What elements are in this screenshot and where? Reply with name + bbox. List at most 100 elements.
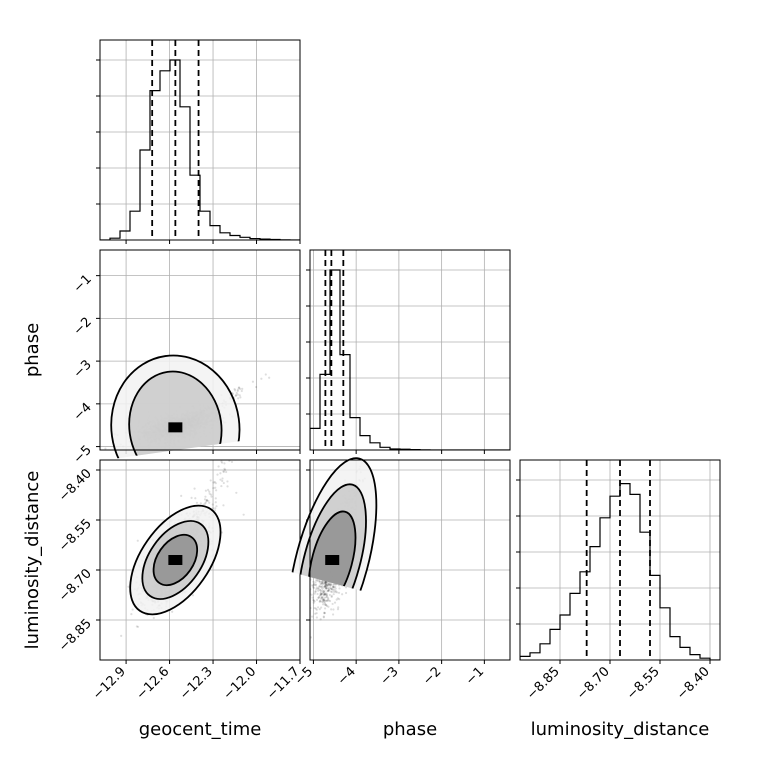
scatter-point: [304, 609, 306, 611]
scatter-point: [312, 586, 315, 590]
x-axis-title: luminosity_distance: [531, 719, 710, 740]
scatter-point: [322, 591, 325, 594]
scatter-point: [325, 596, 328, 599]
scatter-point: [327, 588, 330, 591]
scatter-point: [319, 593, 322, 596]
scatter-point: [317, 587, 320, 590]
scatter-point: [220, 460, 223, 463]
scatter-point: [239, 387, 242, 390]
scatter-point: [327, 589, 330, 593]
scatter-point: [211, 507, 215, 510]
scatter-point: [319, 592, 322, 595]
scatter-point: [318, 579, 321, 582]
scatter-point: [328, 593, 331, 597]
scatter-point: [323, 592, 327, 595]
y-tick-label: −8.55: [56, 516, 95, 555]
scatter-point: [320, 600, 324, 603]
scatter-panel-phase-luminosity_distance: [287, 444, 511, 664]
scatter-point: [320, 581, 324, 584]
scatter-point: [242, 430, 244, 432]
scatter-point: [327, 583, 331, 586]
scatter-point: [335, 598, 338, 601]
scatter-point: [204, 501, 207, 504]
scatter-point: [328, 599, 332, 603]
scatter-point: [190, 496, 193, 499]
x-axis-title: geocent_time: [139, 719, 262, 740]
scatter-point: [336, 597, 339, 600]
scatter-point: [325, 586, 328, 589]
scatter-point: [136, 539, 139, 542]
scatter-point: [318, 585, 321, 588]
scatter-point: [314, 590, 317, 593]
scatter-point: [314, 581, 317, 584]
scatter-point: [222, 481, 225, 485]
scatter-point: [223, 462, 226, 465]
scatter-point: [244, 434, 246, 436]
scatter-point: [330, 583, 333, 586]
scatter-point: [171, 610, 174, 613]
scatter-point: [326, 586, 330, 590]
scatter-point: [368, 451, 370, 453]
scatter-point: [324, 581, 327, 584]
scatter-point: [365, 444, 367, 446]
scatter-point: [330, 595, 333, 598]
scatter-point: [316, 579, 319, 582]
scatter-point: [120, 634, 123, 637]
y-tick-label: −8.85: [56, 616, 95, 655]
scatter-point: [322, 590, 325, 593]
scatter-point: [323, 591, 326, 594]
scatter-point: [326, 584, 329, 588]
scatter-point: [322, 598, 325, 601]
scatter-point: [317, 587, 320, 590]
scatter-point: [321, 587, 324, 590]
scatter-point: [332, 608, 335, 611]
scatter-point: [180, 494, 183, 497]
scatter-point: [324, 587, 328, 590]
y-tick-label: −1: [71, 272, 95, 296]
scatter-point: [312, 584, 315, 587]
hist-panel-geocent_time: [96, 39, 301, 244]
scatter-point: [327, 583, 330, 586]
scatter-point: [324, 603, 327, 606]
density-peak: [168, 422, 183, 433]
scatter-point: [262, 391, 264, 393]
scatter-point: [208, 490, 211, 493]
scatter-point: [322, 600, 325, 604]
scatter-point: [304, 590, 306, 592]
scatter-point: [330, 587, 333, 590]
scatter-point: [326, 599, 329, 602]
scatter-point: [325, 595, 329, 598]
scatter-point: [325, 592, 328, 595]
scatter-point: [211, 503, 214, 506]
panel-border: [519, 459, 721, 661]
scatter-point: [325, 582, 328, 585]
scatter-point: [325, 599, 329, 602]
scatter-point: [248, 418, 250, 420]
scatter-point: [152, 616, 155, 620]
scatter-point: [320, 592, 324, 595]
scatter-point: [316, 355, 318, 357]
scatter-point: [319, 592, 322, 595]
y-tick-label: −8.70: [56, 566, 95, 605]
scatter-point: [311, 584, 314, 587]
scatter-point: [207, 499, 210, 503]
hist-panel-luminosity_distance: [516, 459, 721, 664]
scatter-point: [236, 389, 239, 393]
scatter-point: [212, 486, 215, 490]
scatter-point: [204, 489, 207, 492]
y-tick-label: −2: [71, 315, 95, 339]
y-tick-label: −5: [71, 443, 95, 467]
scatter-point: [239, 396, 242, 399]
scatter-point: [324, 581, 327, 584]
scatter-point: [205, 499, 208, 503]
scatter-point: [325, 587, 328, 590]
scatter-point: [320, 592, 323, 596]
scatter-point: [241, 387, 244, 390]
scatter-point: [135, 625, 139, 628]
scatter-point: [327, 589, 330, 592]
scatter-point: [311, 596, 314, 599]
scatter-point: [214, 497, 217, 500]
scatter-panel-geocent_time-phase: [96, 249, 318, 461]
scatter-point: [251, 380, 255, 383]
scatter-point: [338, 598, 341, 601]
